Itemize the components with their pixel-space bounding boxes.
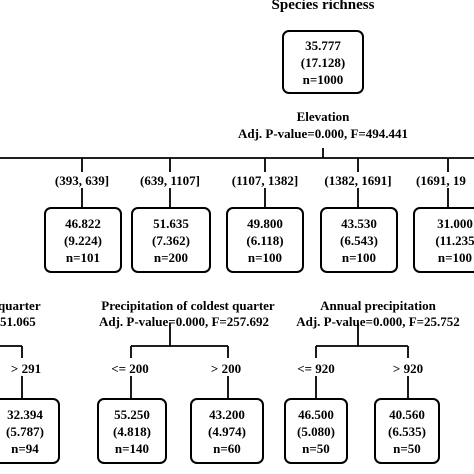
tree-title: Species richness bbox=[271, 0, 375, 13]
node-sd: (6.118) bbox=[246, 232, 284, 248]
right-branch-label-left: <= 920 bbox=[297, 361, 335, 376]
node-mean: 51.635 bbox=[153, 215, 189, 231]
mid-split-stats: Adj. P-value=0.000, F=257.692 bbox=[98, 314, 270, 329]
leaf-node-1: 32.394 (5.787) n=94 bbox=[0, 398, 60, 464]
range-label-1: (393, 639] bbox=[54, 173, 110, 188]
left-split-variable: quarter bbox=[0, 298, 41, 313]
range-label-5: (1691, 19 bbox=[416, 173, 466, 188]
level1-node-3: 49.800 (6.118) n=100 bbox=[226, 207, 304, 273]
node-sd: (6.543) bbox=[340, 232, 378, 248]
leaf-node-5: 40.560 (6.535) n=50 bbox=[374, 398, 440, 464]
root-sd: (17.128) bbox=[300, 54, 346, 70]
leaf-node-4: 46.500 (5.080) n=50 bbox=[284, 398, 348, 464]
node-sd: (7.362) bbox=[152, 232, 190, 248]
range-label-2: (639, 1107] bbox=[140, 173, 200, 188]
leaf-n: n=60 bbox=[213, 440, 241, 456]
node-mean: 46.822 bbox=[65, 215, 101, 231]
leaf-mean: 40.560 bbox=[389, 406, 425, 422]
node-n: n=200 bbox=[153, 249, 189, 265]
leaf-n: n=50 bbox=[393, 440, 421, 456]
mid-branch-label-right: > 200 bbox=[210, 361, 242, 376]
root-n: n=1000 bbox=[302, 71, 344, 87]
leaf-sd: (5.080) bbox=[297, 423, 335, 439]
leaf-n: n=50 bbox=[302, 440, 330, 456]
leaf-n: n=94 bbox=[11, 440, 39, 456]
leaf-mean: 46.500 bbox=[298, 406, 334, 422]
node-n: n=100 bbox=[341, 249, 377, 265]
leaf-sd: (6.535) bbox=[388, 423, 426, 439]
node-mean: 49.800 bbox=[247, 215, 283, 231]
leaf-mean: 43.200 bbox=[209, 406, 245, 422]
node-n: n=100 bbox=[247, 249, 283, 265]
level1-node-4: 43.530 (6.543) n=100 bbox=[320, 207, 398, 273]
root-split-variable: Elevation bbox=[296, 109, 350, 124]
right-split-stats: Adj. P-value=0.000, F=25.752 bbox=[296, 314, 460, 329]
leaf-sd: (4.974) bbox=[208, 423, 246, 439]
leaf-node-2: 55.250 (4.818) n=140 bbox=[97, 398, 167, 464]
level1-node-5: 31.000 (11.235 n=100 bbox=[413, 207, 474, 273]
leaf-mean: 55.250 bbox=[114, 406, 150, 422]
leaf-n: n=140 bbox=[114, 440, 150, 456]
root-mean: 35.777 bbox=[305, 37, 341, 53]
leaf-sd: (4.818) bbox=[113, 423, 151, 439]
range-label-3: (1107, 1382] bbox=[231, 173, 299, 188]
node-mean: 31.000 bbox=[437, 215, 473, 231]
leaf-node-3: 43.200 (4.974) n=60 bbox=[190, 398, 264, 464]
node-sd: (11.235 bbox=[435, 232, 474, 248]
level1-node-2: 51.635 (7.362) n=200 bbox=[131, 207, 211, 273]
node-sd: (9.224) bbox=[64, 232, 102, 248]
node-mean: 43.530 bbox=[341, 215, 377, 231]
left-split-stats: 51.065 bbox=[0, 314, 36, 329]
left-branch-label: > 291 bbox=[10, 361, 42, 376]
leaf-mean: 32.394 bbox=[7, 406, 43, 422]
root-node: 35.777 (17.128) n=1000 bbox=[282, 30, 364, 94]
leaf-sd: (5.787) bbox=[6, 423, 44, 439]
node-n: n=100 bbox=[437, 249, 473, 265]
root-split-stats: Adj. P-value=0.000, F=494.441 bbox=[237, 126, 409, 141]
mid-branch-label-left: <= 200 bbox=[111, 361, 149, 376]
mid-split-variable: Precipitation of coldest quarter bbox=[101, 298, 275, 313]
range-label-4: (1382, 1691] bbox=[324, 173, 392, 188]
right-split-variable: Annual precipitation bbox=[320, 298, 436, 313]
right-branch-label-right: > 920 bbox=[392, 361, 424, 376]
level1-node-1: 46.822 (9.224) n=101 bbox=[44, 207, 122, 273]
node-n: n=101 bbox=[65, 249, 101, 265]
